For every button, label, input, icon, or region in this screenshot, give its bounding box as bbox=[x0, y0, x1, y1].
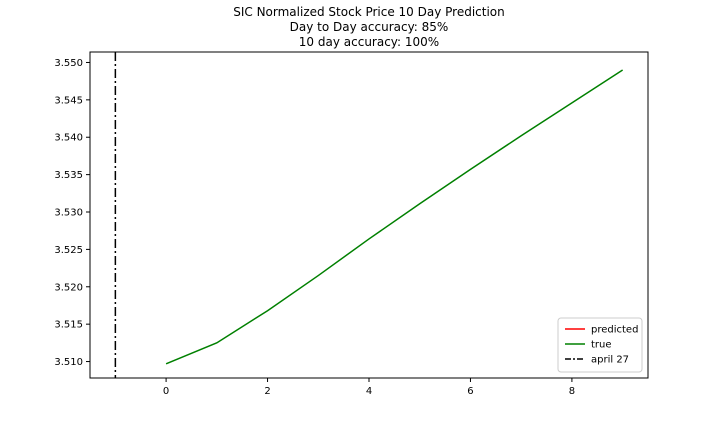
legend: predicted true april 27 bbox=[557, 317, 643, 373]
y-tick-label: 3.510 bbox=[54, 357, 83, 368]
y-tick-label: 3.540 bbox=[54, 133, 83, 144]
plot-area bbox=[89, 51, 649, 379]
legend-label: april 27 bbox=[591, 355, 629, 366]
legend-label: predicted bbox=[591, 325, 638, 336]
series-line-true bbox=[165, 69, 624, 365]
series-lines bbox=[114, 52, 624, 378]
x-tick-label: 6 bbox=[467, 386, 473, 397]
y-tick-label: 3.525 bbox=[54, 245, 83, 256]
chart-title-line: Day to Day accuracy: 85% bbox=[290, 20, 449, 34]
y-axis: 3.510 3.515 3.520 3.525 3.530 3.535 3.540 3.545… bbox=[54, 58, 90, 368]
chart-title-line: SIC Normalized Stock Price 10 Day Predic… bbox=[233, 5, 505, 19]
chart-title-line: 10 day accuracy: 100% bbox=[299, 35, 439, 49]
y-tick-label: 3.545 bbox=[54, 95, 83, 106]
legend-label: true bbox=[591, 340, 612, 351]
x-tick-label: 0 bbox=[163, 386, 169, 397]
y-tick-label: 3.535 bbox=[54, 170, 83, 181]
y-tick-label: 3.515 bbox=[54, 320, 83, 331]
y-tick-label: 3.550 bbox=[54, 58, 83, 69]
x-tick-label: 4 bbox=[366, 386, 372, 397]
x-tick-label: 2 bbox=[264, 386, 270, 397]
x-axis: 0 2 4 6 8 bbox=[163, 378, 575, 397]
chart-title: SIC Normalized Stock Price 10 Day Predic… bbox=[233, 5, 505, 49]
y-tick-label: 3.530 bbox=[54, 208, 83, 219]
y-tick-label: 3.520 bbox=[54, 282, 83, 293]
x-tick-label: 8 bbox=[569, 386, 575, 397]
